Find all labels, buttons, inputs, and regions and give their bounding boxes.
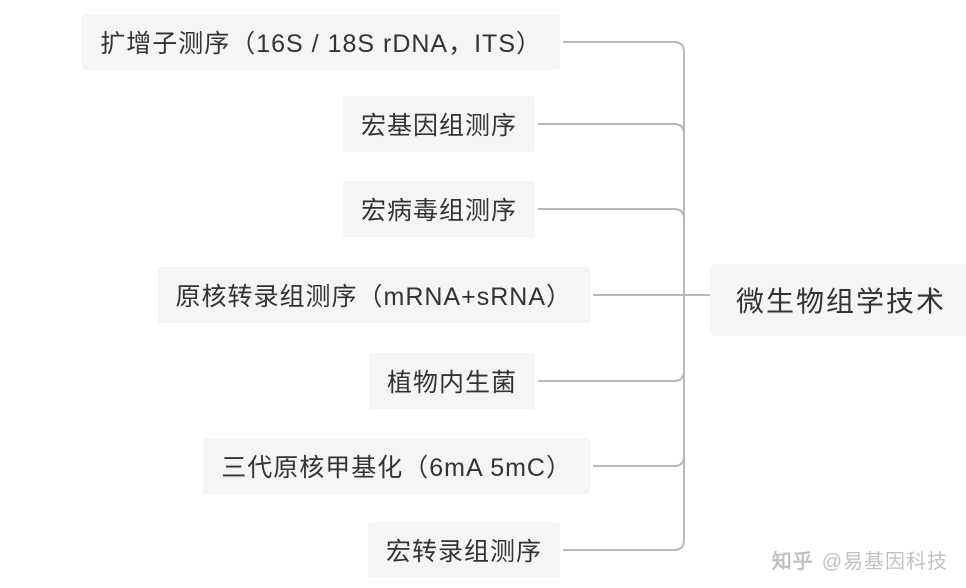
leaf-virome: 宏病毒组测序 [343,181,535,237]
root-node: 微生物组学技术 [710,264,966,336]
zhihu-icon: 知乎 [772,545,814,574]
watermark: 知乎 @易基因科技 [772,545,948,574]
leaf-endophyte: 植物内生菌 [369,353,535,409]
leaf-3gen-methyl: 三代原核甲基化（6mA 5mC） [203,438,590,494]
leaf-metagenome: 宏基因组测序 [343,96,535,152]
watermark-text: @易基因科技 [822,545,948,574]
leaf-metatranscript: 宏转录组测序 [368,522,560,578]
leaf-prok-transcript: 原核转录组测序（mRNA+sRNA） [158,267,591,323]
leaf-amplicon: 扩增子测序（16S / 18S rDNA，ITS） [82,14,560,70]
